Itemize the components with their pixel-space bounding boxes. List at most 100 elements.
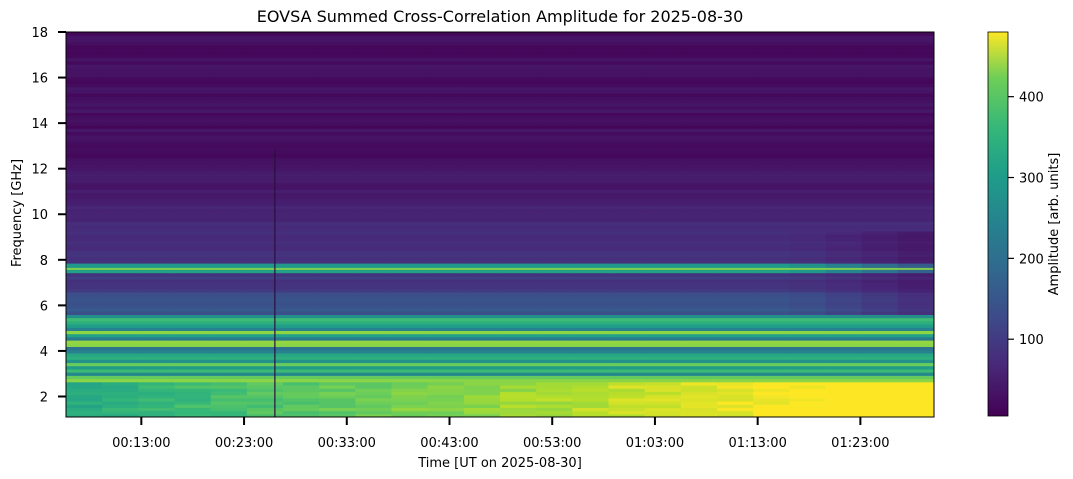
heatmap-cell — [897, 89, 934, 94]
heatmap-cell — [102, 48, 139, 52]
heatmap-cell — [174, 131, 212, 136]
heatmap-cell — [102, 205, 139, 210]
heatmap-cell — [246, 356, 284, 360]
heatmap-cell — [355, 153, 393, 158]
heatmap-cell — [355, 237, 393, 242]
heatmap-cell — [789, 96, 827, 100]
heatmap-cell — [391, 323, 429, 328]
heatmap-cell — [210, 340, 248, 344]
heatmap-cell — [246, 413, 284, 417]
heatmap-cell — [355, 41, 393, 46]
heatmap-cell — [753, 166, 790, 171]
heatmap-cell — [174, 282, 212, 287]
heatmap-cell — [246, 134, 284, 139]
heatmap-cell — [572, 195, 610, 200]
heatmap-cell — [753, 99, 790, 104]
heatmap-cell — [861, 336, 899, 341]
heatmap-cell — [861, 246, 899, 251]
heatmap-cell — [861, 160, 899, 165]
heatmap-cell — [644, 413, 682, 417]
heatmap-cell — [861, 89, 899, 94]
heatmap-cell — [355, 320, 393, 325]
heatmap-cell — [246, 54, 284, 59]
heatmap-cell — [283, 64, 320, 68]
heatmap-cell — [897, 410, 934, 415]
heatmap-cell — [789, 272, 827, 277]
heatmap-cell — [355, 400, 393, 405]
heatmap-cell — [283, 397, 320, 402]
heatmap-cell — [66, 227, 103, 232]
heatmap-cell — [500, 214, 537, 219]
heatmap-cell — [680, 327, 718, 331]
heatmap-cell — [355, 214, 393, 219]
heatmap-cell — [246, 198, 284, 203]
heatmap-cell — [644, 144, 682, 149]
heatmap-cell — [102, 301, 139, 306]
heatmap-cell — [753, 131, 790, 136]
heatmap-cell — [717, 352, 754, 357]
heatmap-cell — [66, 320, 103, 325]
heatmap-cell — [391, 96, 429, 100]
x-tick-label: 00:43:00 — [420, 436, 478, 451]
heatmap-cell — [174, 83, 212, 88]
heatmap-cell — [608, 99, 646, 104]
heatmap-cell — [355, 404, 393, 408]
heatmap-cell — [210, 221, 248, 226]
heatmap-cell — [572, 89, 610, 94]
heatmap-cell — [680, 404, 718, 408]
heatmap-cell — [861, 166, 899, 171]
heatmap-cell — [102, 362, 139, 367]
heatmap-cell — [355, 307, 393, 312]
heatmap-cell — [753, 134, 790, 139]
heatmap-cell — [391, 141, 429, 145]
heatmap-cell — [536, 304, 573, 309]
heatmap-cell — [283, 400, 320, 405]
heatmap-cell — [246, 83, 284, 88]
heatmap-cell — [536, 182, 573, 187]
heatmap-cell — [644, 195, 682, 200]
heatmap-cell — [246, 163, 284, 168]
heatmap-cell — [536, 131, 573, 136]
heatmap-cell — [319, 243, 356, 248]
heatmap-cell — [717, 407, 754, 412]
heatmap-cell — [753, 202, 790, 206]
heatmap-cell — [572, 157, 610, 161]
heatmap-cell — [210, 80, 248, 84]
heatmap-cell — [319, 343, 356, 348]
heatmap-cell — [825, 359, 863, 364]
heatmap-cell — [680, 160, 718, 165]
heatmap-cell — [463, 112, 501, 117]
heatmap-cell — [246, 38, 284, 43]
heatmap-cell — [500, 54, 537, 59]
heatmap-cell — [608, 153, 646, 158]
heatmap-cell — [680, 340, 718, 344]
heatmap-cell — [138, 208, 176, 213]
heatmap-cell — [536, 83, 573, 88]
heatmap-cell — [138, 269, 176, 274]
heatmap-cell — [789, 189, 827, 194]
heatmap-cell — [861, 60, 899, 65]
heatmap-cell — [500, 311, 537, 315]
heatmap-cell — [608, 54, 646, 59]
heatmap-cell — [246, 352, 284, 357]
heatmap-cell — [608, 227, 646, 232]
heatmap-cell — [861, 352, 899, 357]
heatmap-cell — [246, 365, 284, 370]
heatmap-cell — [138, 176, 176, 181]
heatmap-cell — [138, 96, 176, 100]
heatmap-cell — [283, 118, 320, 123]
heatmap-cell — [572, 243, 610, 248]
heatmap-cell — [789, 83, 827, 88]
heatmap-cell — [66, 83, 103, 88]
heatmap-cell — [174, 240, 212, 245]
heatmap-cell — [355, 192, 393, 197]
heatmap-cell — [825, 192, 863, 197]
heatmap-cell — [319, 141, 356, 145]
heatmap-cell — [644, 407, 682, 412]
heatmap-cell — [463, 365, 501, 370]
heatmap-cell — [319, 388, 356, 392]
heatmap-cell — [246, 243, 284, 248]
heatmap-cell — [355, 295, 393, 299]
heatmap-cell — [246, 263, 284, 267]
heatmap-cell — [825, 118, 863, 123]
